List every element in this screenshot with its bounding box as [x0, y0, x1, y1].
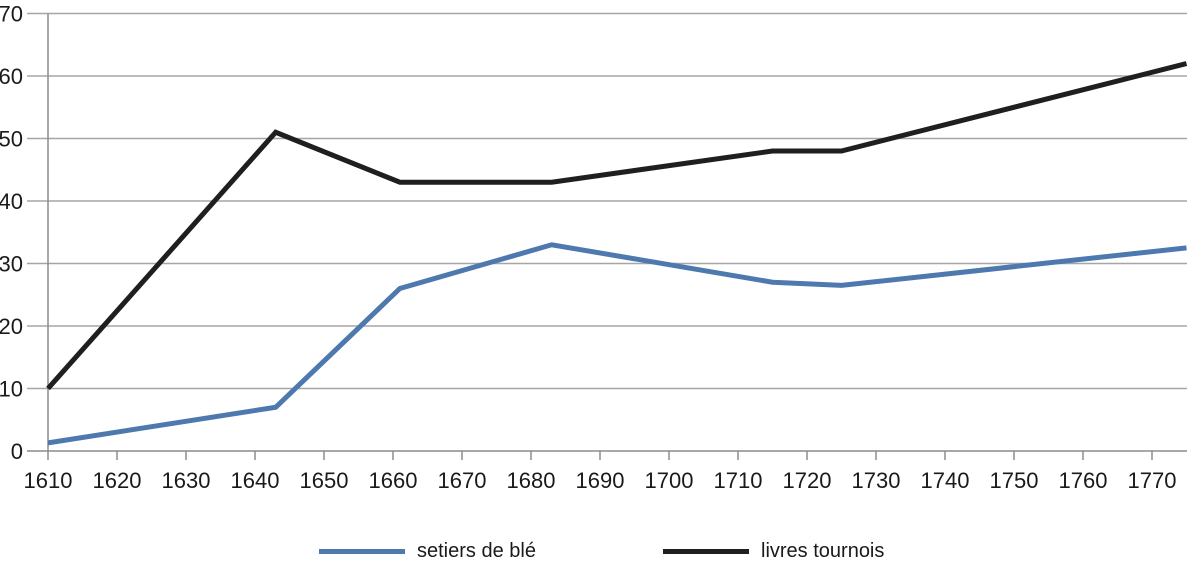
- legend-item-livres-tournois: livres tournois: [663, 541, 884, 561]
- y-tick-label: 40: [0, 189, 23, 214]
- y-tick-label: 10: [0, 377, 23, 402]
- x-tick-label: 1640: [231, 468, 280, 493]
- legend-label-setiers-de-ble: setiers de blé: [417, 540, 536, 562]
- y-tick-label: 70: [0, 2, 23, 27]
- x-tick-label: 1620: [93, 468, 142, 493]
- y-tick-label: 60: [0, 64, 23, 89]
- x-tick-label: 1750: [990, 468, 1039, 493]
- legend-swatch-setiers-de-ble: [319, 548, 405, 554]
- y-tick-label: 50: [0, 127, 23, 152]
- line-chart: 0 10 20 30 40 50 60 70 1610 1620 1630 1640 1650 1660 1…: [0, 2, 1187, 493]
- x-tick-label: 1700: [645, 468, 694, 493]
- x-tick-label: 1730: [852, 468, 901, 493]
- x-tick-label: 1740: [921, 468, 970, 493]
- y-tick-label: 30: [0, 252, 23, 277]
- x-tick-label: 1690: [576, 468, 625, 493]
- legend-label-livres-tournois: livres tournois: [761, 540, 885, 562]
- x-tick-label: 1710: [714, 468, 763, 493]
- x-tick-label: 1660: [369, 468, 418, 493]
- x-tick-label: 1760: [1059, 468, 1108, 493]
- x-tick-label: 1630: [162, 468, 211, 493]
- x-tick-label: 1650: [300, 468, 349, 493]
- x-tick-label: 1610: [24, 468, 73, 493]
- legend-swatch-livres-tournois: [663, 548, 749, 554]
- legend-item-setiers-de-ble: setiers de blé: [319, 541, 536, 561]
- x-tick-label: 1670: [438, 468, 487, 493]
- series-line-setiers-de-ble: [47, 242, 1187, 446]
- y-tick-label: 20: [0, 314, 23, 339]
- x-tick-label: 1770: [1128, 468, 1177, 493]
- x-tick-label: 1720: [783, 468, 832, 493]
- x-tick-label: 1680: [507, 468, 556, 493]
- series-line-livres-tournois: [46, 61, 1187, 391]
- y-tick-label: 0: [11, 439, 23, 464]
